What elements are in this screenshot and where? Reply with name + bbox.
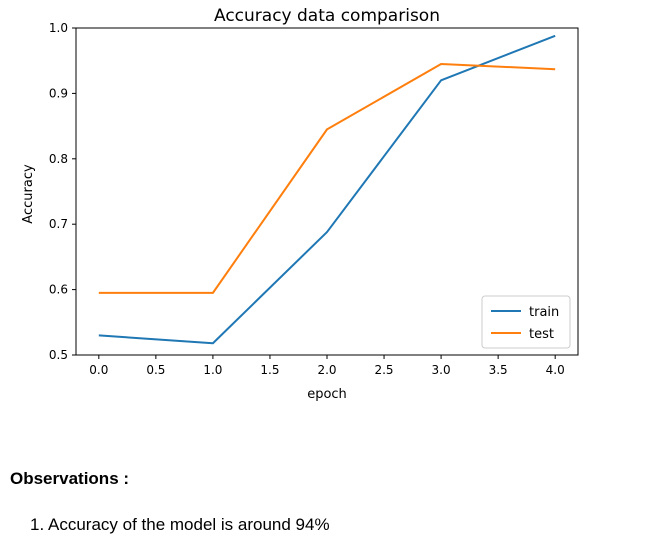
x-tick-label: 0.0 xyxy=(89,363,108,377)
y-tick-label: 1.0 xyxy=(49,21,68,35)
legend-label-train: train xyxy=(529,305,559,320)
legend-label-test: test xyxy=(529,327,554,342)
chart-title: Accuracy data comparison xyxy=(214,6,440,26)
x-tick-label: 4.0 xyxy=(546,363,565,377)
x-tick-label: 1.0 xyxy=(203,363,222,377)
y-tick-label: 0.6 xyxy=(49,283,68,297)
x-tick-label: 2.5 xyxy=(374,363,393,377)
y-tick-label: 0.9 xyxy=(49,86,68,100)
observation-text: Accuracy of the model is around 94% xyxy=(47,515,330,534)
observations-list: 1. Accuracy of the model is around 94% xyxy=(30,515,330,535)
x-tick-label: 0.5 xyxy=(146,363,165,377)
series-layer xyxy=(98,34,556,345)
y-tick-label: 0.7 xyxy=(49,217,68,231)
legend-box xyxy=(481,295,571,349)
observation-marker: 1. xyxy=(30,515,45,534)
y-tick-label: 0.8 xyxy=(49,152,68,166)
observations-heading: Observations : xyxy=(10,469,130,488)
x-tick-label: 3.5 xyxy=(489,363,508,377)
y-tick-label: 0.5 xyxy=(49,348,68,362)
legend: train test xyxy=(481,295,571,349)
x-tick-label: 1.5 xyxy=(260,363,279,377)
accuracy-chart: Accuracy data comparison 0.0 0.5 1.0 1.5 2.0… xyxy=(21,6,579,402)
x-axis-label: epoch xyxy=(307,387,347,402)
x-tick-label: 2.0 xyxy=(317,363,336,377)
series-line-test xyxy=(98,62,556,294)
x-tick-label: 3.0 xyxy=(432,363,451,377)
y-axis-label: Accuracy xyxy=(21,164,36,224)
y-axis: 0.5 0.6 0.7 0.8 0.9 1.0 xyxy=(49,21,76,362)
observation-item: 1. Accuracy of the model is around 94% xyxy=(30,515,330,535)
x-axis: 0.0 0.5 1.0 1.5 2.0 2.5 3.0 3.5 4.0 xyxy=(89,355,565,377)
